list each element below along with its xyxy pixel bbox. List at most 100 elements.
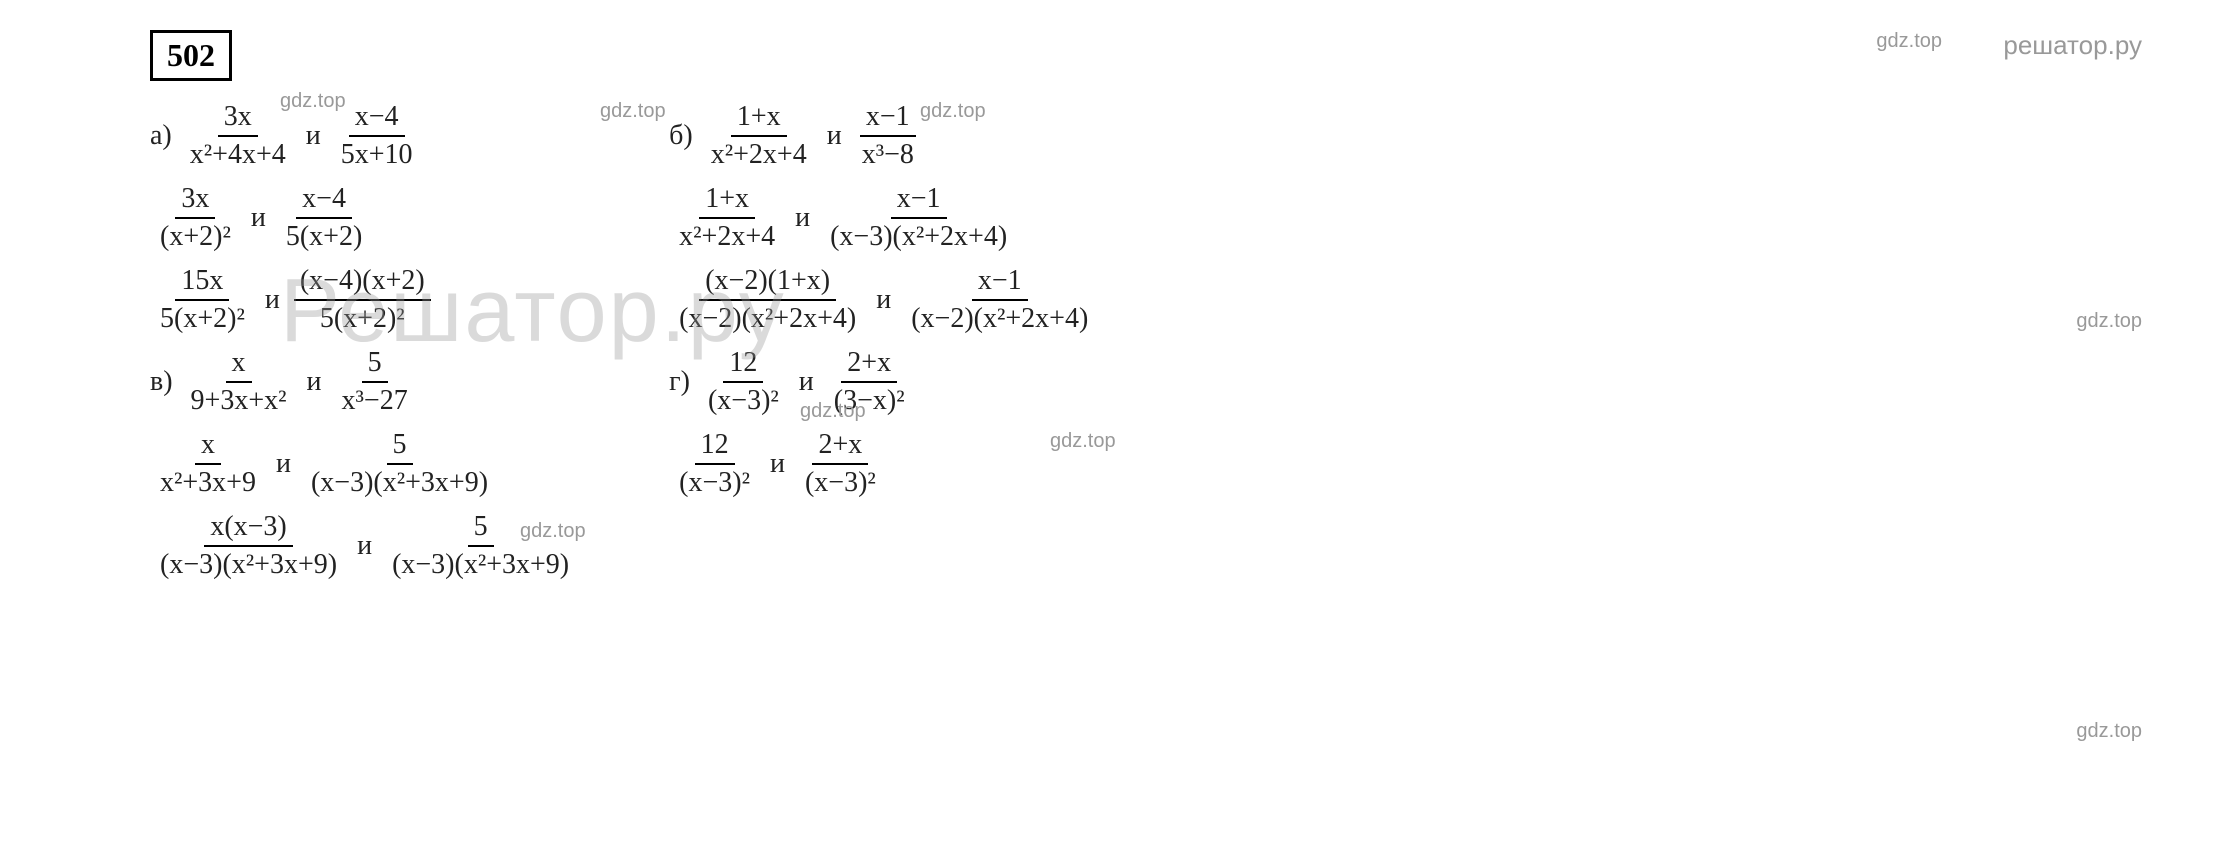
numerator: x−4 [296, 183, 352, 219]
numerator: x−1 [860, 101, 916, 137]
part-g-line-2: 12 (x−3)² и 2+x (x−3)² [669, 429, 1098, 499]
watermark-gdz-3: gdz.top [920, 100, 986, 123]
problem-number: 502 [150, 30, 232, 81]
part-b-label: б) [669, 120, 693, 152]
part-v-line-1: в) x 9+3x+x² и 5 x³−27 [150, 347, 579, 417]
numerator: 5 [387, 429, 413, 465]
watermark-gdz-7: gdz.top [520, 520, 586, 543]
right-column: б) 1+x x²+2x+4 и x−1 x³−8 1+x x²+2x+4 и … [669, 101, 1098, 593]
part-g-line-1: г) 12 (x−3)² и 2+x (3−x)² [669, 347, 1098, 417]
connector: и [876, 284, 891, 316]
fraction: x−4 5(x+2) [280, 183, 368, 253]
denominator: (x−3)(x²+3x+9) [154, 547, 343, 581]
part-a-line-2: 3x (x+2)² и x−4 5(x+2) [150, 183, 579, 253]
fraction: 5 x³−27 [336, 347, 414, 417]
connector: и [306, 120, 321, 152]
denominator: x³−27 [336, 383, 414, 417]
fraction: x−4 5x+10 [335, 101, 419, 171]
fraction: 1+x x²+2x+4 [705, 101, 813, 171]
watermark-gdz-5: gdz.top [800, 400, 866, 423]
denominator: x²+2x+4 [705, 137, 813, 171]
numerator: 1+x [731, 101, 787, 137]
watermark-gdz-6: gdz.top [1050, 430, 1116, 453]
numerator: x−1 [972, 265, 1028, 301]
fraction: x(x−3) (x−3)(x²+3x+9) [154, 511, 343, 581]
numerator: 12 [723, 347, 763, 383]
connector: и [795, 202, 810, 234]
fraction: (x−4)(x+2) 5(x+2)² [294, 265, 431, 335]
part-a-line-1: а) 3x x²+4x+4 и x−4 5x+10 [150, 101, 579, 171]
denominator: (x−3)(x²+3x+9) [386, 547, 575, 581]
connector: и [276, 448, 291, 480]
connector: и [770, 448, 785, 480]
denominator: 5(x+2)² [314, 301, 411, 335]
denominator: 5(x+2)² [154, 301, 251, 335]
numerator: x(x−3) [204, 511, 292, 547]
denominator: (x−3)² [799, 465, 882, 499]
numerator: 3x [175, 183, 215, 219]
numerator: x−1 [891, 183, 947, 219]
fraction: 3x (x+2)² [154, 183, 237, 253]
fraction: 12 (x−3)² [673, 429, 756, 499]
watermark-gdz-1: gdz.top [280, 90, 346, 113]
numerator: 12 [695, 429, 735, 465]
part-v-line-2: x x²+3x+9 и 5 (x−3)(x²+3x+9) [150, 429, 579, 499]
denominator: 9+3x+x² [185, 383, 293, 417]
part-b-line-2: 1+x x²+2x+4 и x−1 (x−3)(x²+2x+4) [669, 183, 1098, 253]
left-column: а) 3x x²+4x+4 и x−4 5x+10 3x (x+2)² и x−… [150, 101, 579, 593]
numerator: 15x [175, 265, 229, 301]
numerator: 1+x [699, 183, 755, 219]
denominator: x²+4x+4 [184, 137, 292, 171]
denominator: 5x+10 [335, 137, 419, 171]
connector: и [265, 284, 280, 316]
part-v-line-3: x(x−3) (x−3)(x²+3x+9) и 5 (x−3)(x²+3x+9) [150, 511, 579, 581]
numerator: 2+x [841, 347, 897, 383]
denominator: 5(x+2) [280, 219, 368, 253]
connector: и [799, 366, 814, 398]
numerator: (x−2)(1+x) [699, 265, 836, 301]
fraction: 15x 5(x+2)² [154, 265, 251, 335]
fraction: x−1 x³−8 [856, 101, 920, 171]
numerator: 5 [468, 511, 494, 547]
connector: и [251, 202, 266, 234]
watermark-gdz-2: gdz.top [600, 100, 666, 123]
fraction: (x−2)(1+x) (x−2)(x²+2x+4) [673, 265, 862, 335]
denominator: (x−3)(x²+2x+4) [824, 219, 1013, 253]
fraction: 3x x²+4x+4 [184, 101, 292, 171]
fraction: x−1 (x−3)(x²+2x+4) [824, 183, 1013, 253]
denominator: x³−8 [856, 137, 920, 171]
fraction: 12 (x−3)² [702, 347, 785, 417]
content-area: а) 3x x²+4x+4 и x−4 5x+10 3x (x+2)² и x−… [150, 101, 2162, 593]
connector: и [827, 120, 842, 152]
denominator: x²+3x+9 [154, 465, 262, 499]
part-a-label: а) [150, 120, 172, 152]
fraction: 1+x x²+2x+4 [673, 183, 781, 253]
watermark-gdz-4: gdz.top [2076, 310, 2142, 333]
denominator: (x−2)(x²+2x+4) [673, 301, 862, 335]
denominator: (x−3)(x²+3x+9) [305, 465, 494, 499]
numerator: (x−4)(x+2) [294, 265, 431, 301]
numerator: x [195, 429, 221, 465]
denominator: (x+2)² [154, 219, 237, 253]
denominator: (x−3)² [702, 383, 785, 417]
numerator: 3x [218, 101, 258, 137]
fraction: x−1 (x−2)(x²+2x+4) [905, 265, 1094, 335]
denominator: (x−2)(x²+2x+4) [905, 301, 1094, 335]
connector: и [307, 366, 322, 398]
fraction: x x²+3x+9 [154, 429, 262, 499]
fraction: 2+x (x−3)² [799, 429, 882, 499]
connector: и [357, 530, 372, 562]
numerator: 2+x [812, 429, 868, 465]
part-b-line-1: б) 1+x x²+2x+4 и x−1 x³−8 [669, 101, 1098, 171]
part-a-line-3: 15x 5(x+2)² и (x−4)(x+2) 5(x+2)² [150, 265, 579, 335]
part-g-label: г) [669, 366, 690, 398]
numerator: x−4 [349, 101, 405, 137]
fraction: x 9+3x+x² [185, 347, 293, 417]
numerator: 5 [362, 347, 388, 383]
part-b-line-3: (x−2)(1+x) (x−2)(x²+2x+4) и x−1 (x−2)(x²… [669, 265, 1098, 335]
watermark-gdz-8: gdz.top [2076, 720, 2142, 743]
watermark-gdz-top-right: gdz.top [1876, 30, 1942, 53]
denominator: x²+2x+4 [673, 219, 781, 253]
watermark-reshator-top: решатор.ру [2003, 30, 2142, 61]
denominator: (x−3)² [673, 465, 756, 499]
